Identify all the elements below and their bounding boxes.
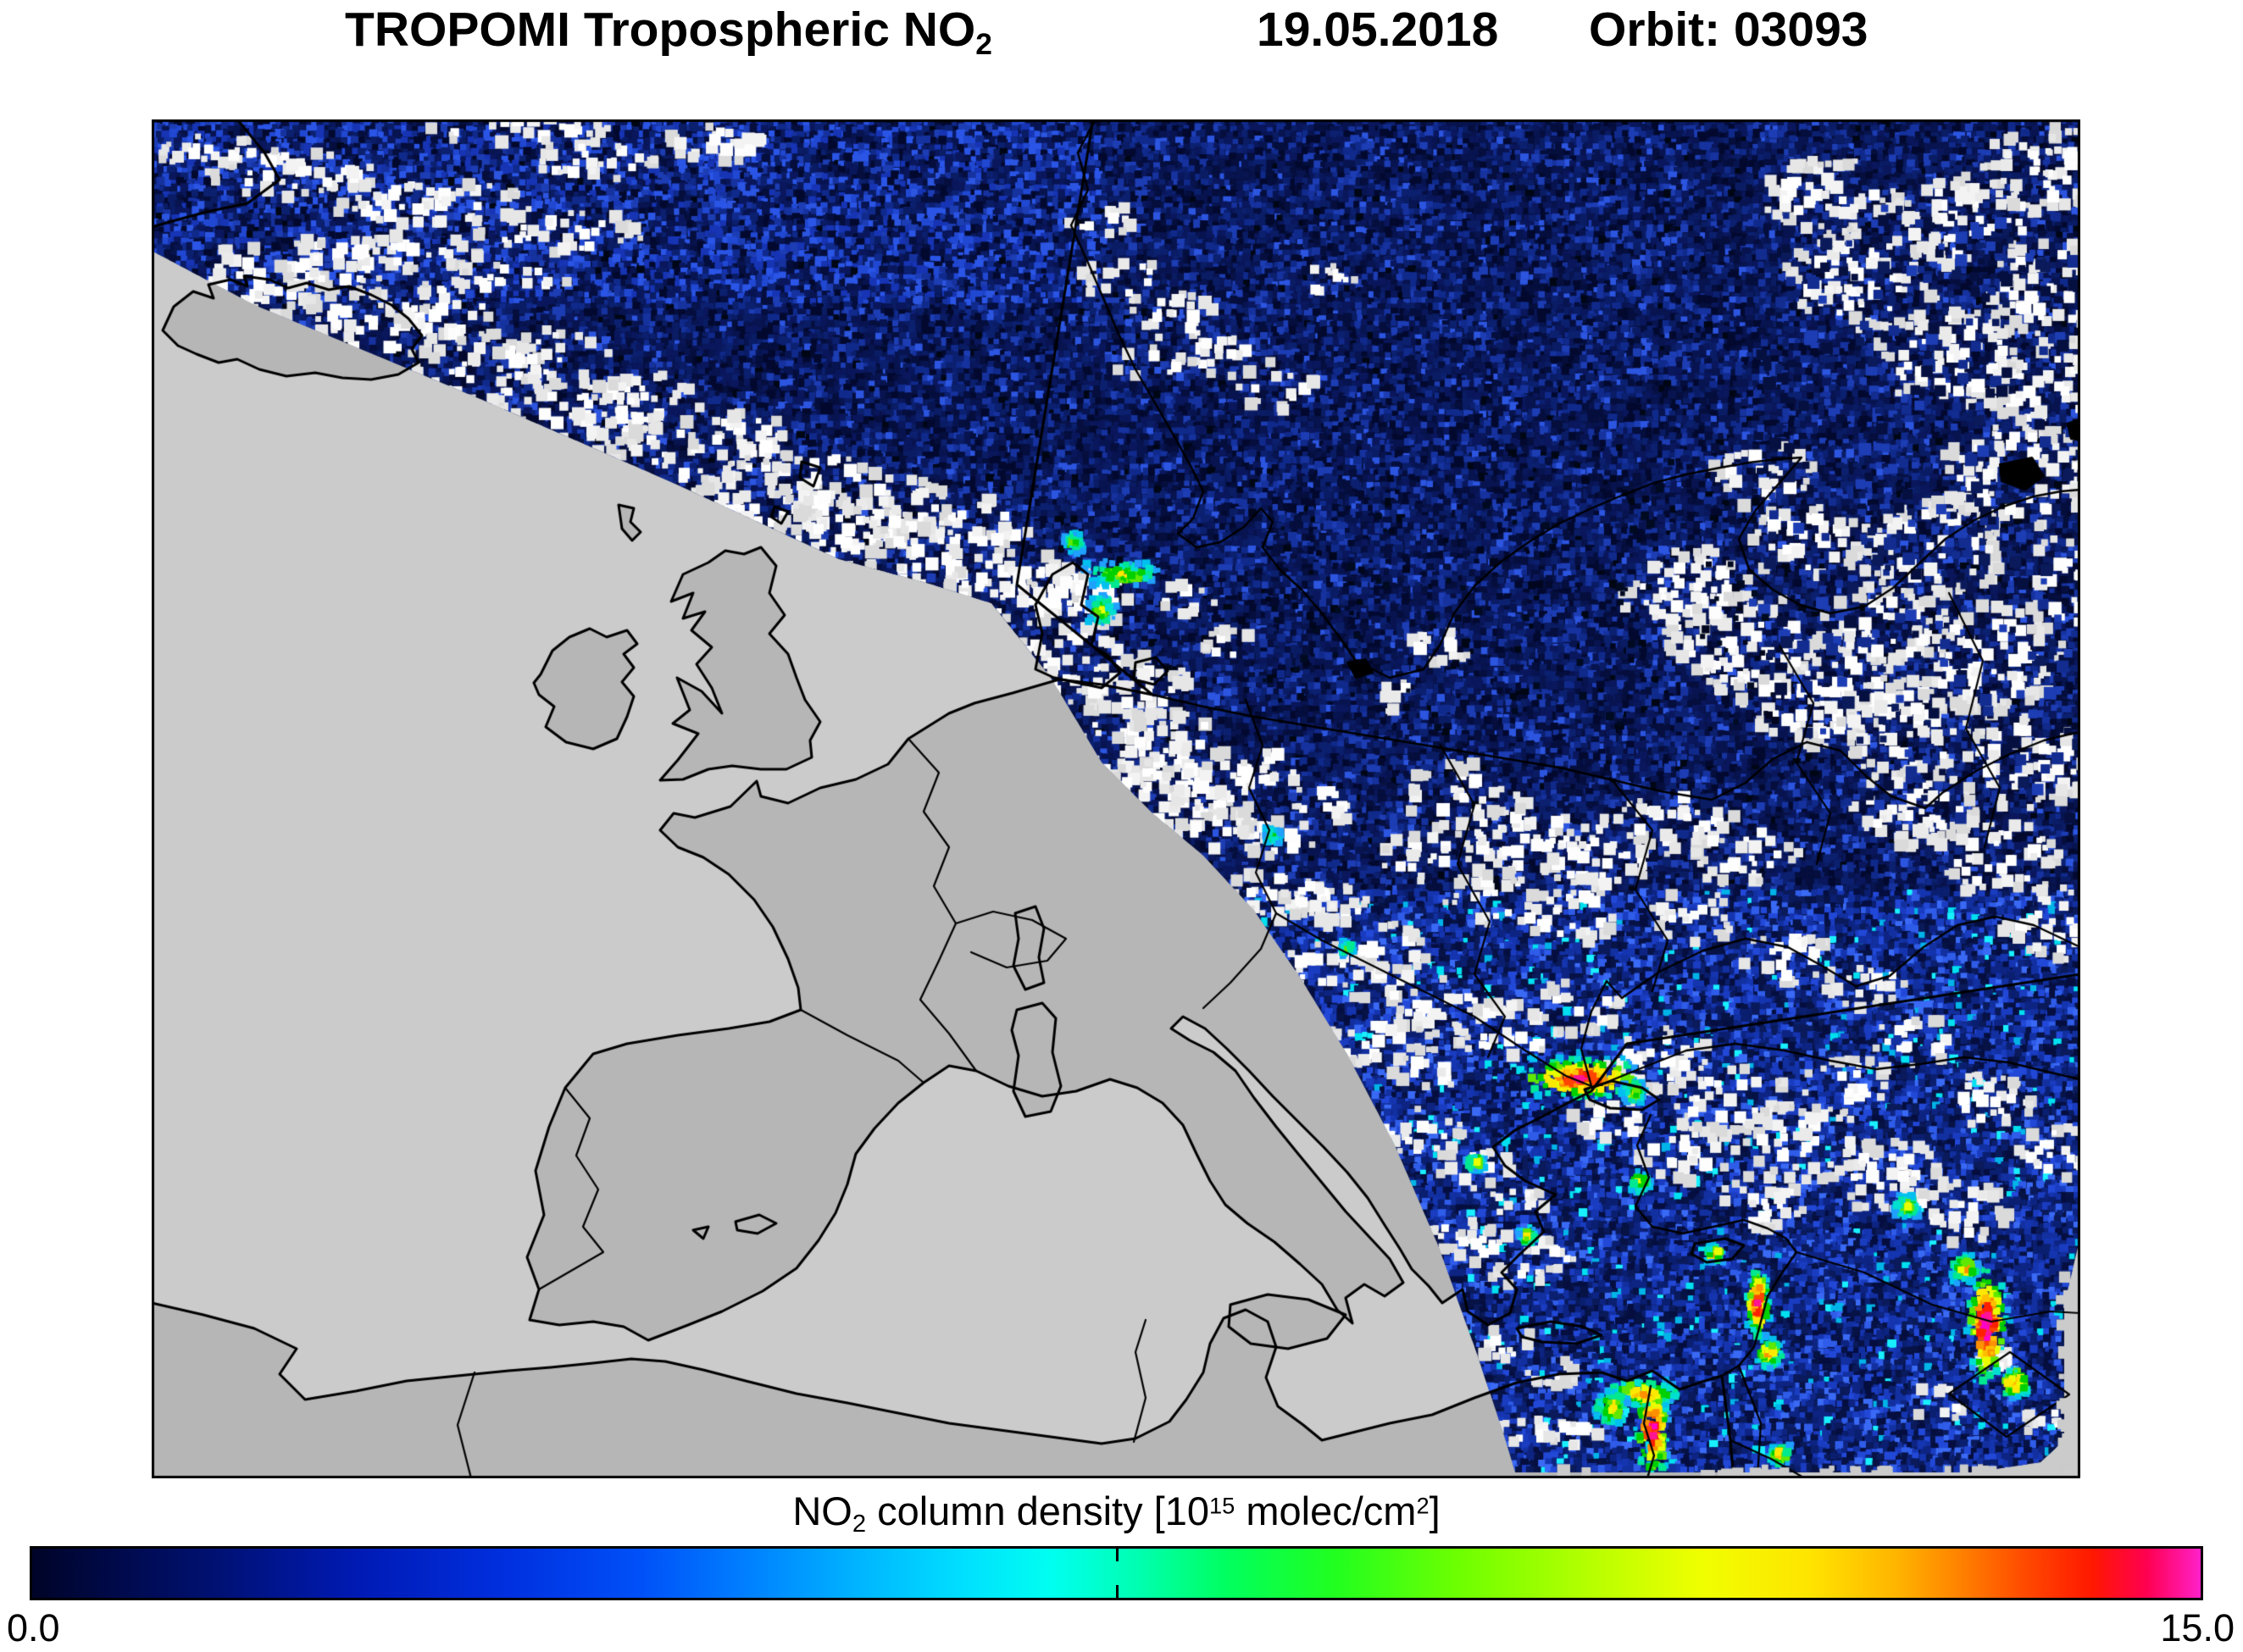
page-title: TROPOMI Tropospheric NO2 (345, 2, 992, 62)
colorbar-max-label: 15.0 (2160, 1606, 2235, 1649)
colorbar-title-text: NO (792, 1488, 852, 1533)
colorbar-title: NO2 column density [1015 molec/cm2] (30, 1488, 2203, 1538)
no2-map (152, 119, 2080, 1478)
colorbar-title-sub: 2 (852, 1511, 867, 1538)
colorbar-gradient (30, 1546, 2203, 1600)
no2-map-canvas (152, 119, 2080, 1478)
colorbar-center-tick-top (1115, 1549, 1119, 1561)
page-title-text: TROPOMI Tropospheric NO (345, 3, 976, 57)
colorbar-min-label: 0.0 (7, 1606, 60, 1649)
colorbar-title-text3: molec/cm (1235, 1488, 1417, 1533)
colorbar-title-text4: ] (1429, 1488, 1441, 1533)
page-title-subscript: 2 (975, 27, 992, 61)
title-orbit: Orbit: 03093 (1589, 3, 1868, 57)
title-bar: TROPOMI Tropospheric NO2 19.05.2018 Orbi… (0, 2, 2243, 61)
title-date: 19.05.2018 (1257, 3, 1499, 57)
colorbar-title-sup2: 2 (1416, 1492, 1430, 1519)
colorbar-title-text2: column density [10 (866, 1488, 1209, 1533)
colorbar-title-sup1: 15 (1208, 1492, 1235, 1519)
colorbar-center-tick-bottom (1115, 1585, 1119, 1598)
